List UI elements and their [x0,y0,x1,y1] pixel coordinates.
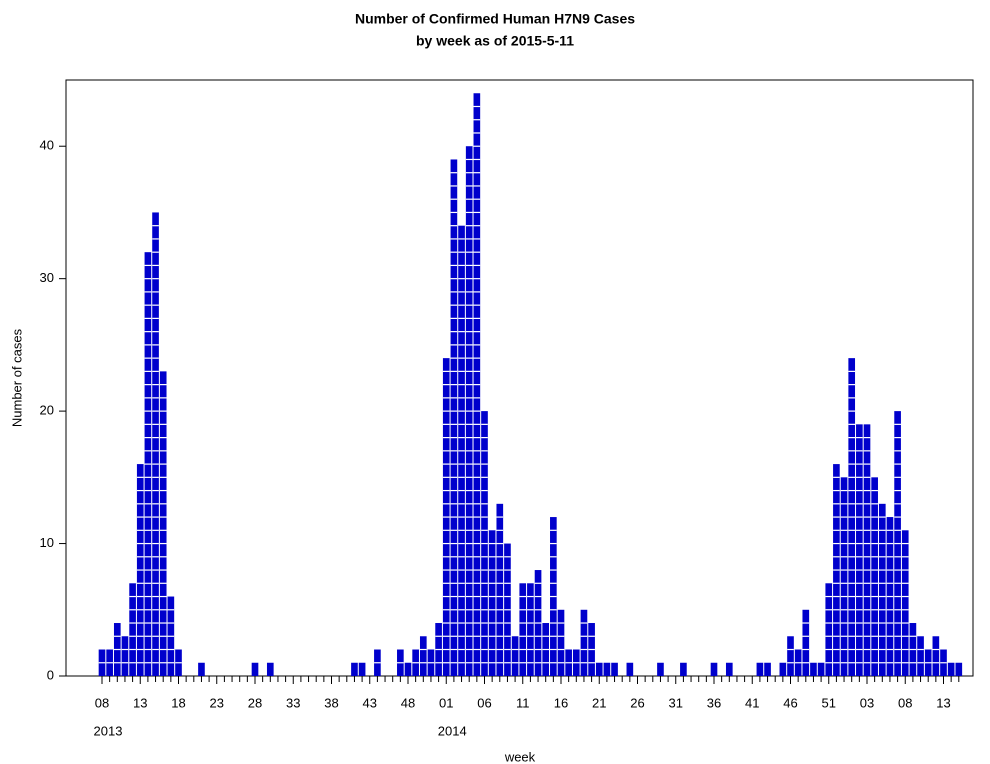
bar [419,636,427,676]
bar [756,662,764,676]
bar [519,583,527,676]
x-tick-label: 18 [171,695,185,710]
bar [595,662,603,676]
x-tick-label: 11 [516,695,530,710]
x-tick-label: 16 [554,695,568,710]
x-axis-label: week [504,749,536,764]
bar [152,212,159,676]
bar [450,159,458,676]
bar [159,371,167,676]
x-tick-label: 08 [95,695,109,710]
bar [404,662,412,676]
x-tick-label: 46 [783,695,797,710]
bar [787,636,794,676]
x-tick-label: 23 [210,695,224,710]
bar [710,662,718,676]
x-tick-label: 13 [936,695,950,710]
bar [358,662,366,676]
bar [840,477,848,676]
bar [779,662,787,676]
bar [626,662,634,676]
x-tick-label: 21 [592,695,606,710]
bar [871,477,878,676]
bar [932,636,940,676]
bar [764,662,771,676]
x-tick-label: 51 [822,695,836,710]
bar [680,662,687,676]
bar [351,662,358,676]
x-tick-label: 38 [324,695,338,710]
bar [825,583,833,676]
bar [557,609,565,676]
bar [198,662,205,676]
bar [580,609,588,676]
bar [496,503,504,676]
bar [266,662,274,676]
bar [901,530,909,676]
bar [802,609,810,676]
x-tick-label: 31 [669,695,683,710]
year-label: 2014 [438,723,467,738]
bar [856,424,863,676]
x-tick-label: 33 [286,695,300,710]
x-tick-label: 26 [630,695,644,710]
bar [611,662,618,676]
x-tick-label: 06 [477,695,491,710]
y-tick-label: 0 [47,667,54,682]
x-tick-label: 41 [745,695,759,710]
bar [488,530,496,676]
bar [121,636,129,676]
bar [817,662,825,676]
chart-title: Number of Confirmed Human H7N9 Cases [355,11,635,27]
y-tick-label: 40 [40,138,54,153]
x-tick-label: 13 [133,695,147,710]
y-tick-label: 10 [40,535,54,550]
x-tick-label: 36 [707,695,721,710]
bar [129,583,136,676]
x-tick-label: 08 [898,695,912,710]
y-tick-label: 30 [40,270,54,285]
bar [725,662,733,676]
bar [603,662,611,676]
bar [251,662,259,676]
bar [917,636,924,676]
x-tick-label: 43 [363,695,377,710]
x-tick-label: 48 [401,695,415,710]
bar [947,662,955,676]
bar [955,662,963,676]
x-tick-label: 28 [248,695,262,710]
x-tick-label: 03 [860,695,874,710]
year-label: 2013 [94,723,123,738]
bar [657,662,664,676]
chart-subtitle: by week as of 2015-5-11 [416,33,574,49]
y-tick-label: 20 [40,403,54,418]
bar [878,503,886,676]
y-axis-label: Number of cases [9,328,24,427]
bar [810,662,817,676]
bar [511,636,519,676]
x-tick-label: 01 [439,695,453,710]
bar [527,583,534,676]
bar [863,424,871,676]
